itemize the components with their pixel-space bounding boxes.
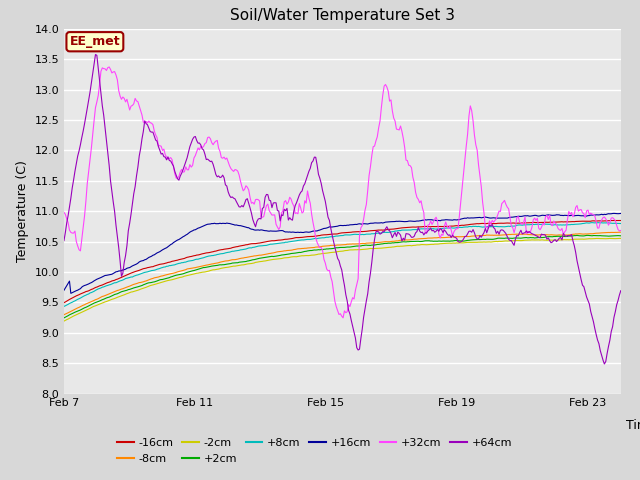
- +2cm: [451, 238, 459, 243]
- +32cm: [248, 200, 255, 206]
- Line: -16cm: -16cm: [64, 220, 621, 303]
- +2cm: [584, 232, 592, 238]
- +32cm: [470, 132, 478, 138]
- +64cm: [371, 237, 378, 242]
- +64cm: [452, 235, 460, 241]
- +32cm: [106, 64, 113, 70]
- +16cm: [452, 217, 460, 223]
- +16cm: [248, 226, 255, 232]
- -16cm: [451, 223, 459, 228]
- -16cm: [614, 217, 622, 223]
- -8cm: [369, 240, 377, 246]
- +2cm: [227, 261, 235, 266]
- +16cm: [371, 220, 378, 226]
- -2cm: [60, 318, 68, 324]
- +16cm: [60, 288, 68, 293]
- Text: Time: Time: [627, 419, 640, 432]
- -8cm: [617, 229, 625, 235]
- +8cm: [561, 222, 568, 228]
- -8cm: [60, 312, 68, 318]
- -16cm: [561, 219, 568, 225]
- -8cm: [561, 232, 568, 238]
- +8cm: [369, 231, 377, 237]
- +64cm: [228, 194, 236, 200]
- -2cm: [369, 246, 377, 252]
- -16cm: [246, 241, 254, 247]
- +32cm: [564, 217, 572, 223]
- +8cm: [588, 220, 596, 226]
- +2cm: [369, 242, 377, 248]
- Line: +16cm: +16cm: [64, 214, 621, 293]
- -2cm: [451, 240, 459, 246]
- -16cm: [369, 228, 377, 233]
- +8cm: [246, 245, 254, 251]
- +32cm: [454, 226, 462, 231]
- Line: +8cm: +8cm: [64, 223, 621, 306]
- +64cm: [600, 361, 608, 367]
- +32cm: [617, 228, 625, 233]
- -16cm: [617, 217, 625, 223]
- -2cm: [227, 264, 235, 270]
- +16cm: [228, 221, 236, 227]
- +32cm: [339, 315, 347, 321]
- Title: Soil/Water Temperature Set 3: Soil/Water Temperature Set 3: [230, 9, 455, 24]
- +8cm: [227, 249, 235, 254]
- +64cm: [562, 234, 570, 240]
- +32cm: [60, 210, 68, 216]
- +64cm: [92, 52, 99, 58]
- -16cm: [227, 245, 235, 251]
- Line: -2cm: -2cm: [64, 239, 621, 321]
- Text: EE_met: EE_met: [70, 35, 120, 48]
- +64cm: [617, 288, 625, 294]
- +16cm: [617, 211, 625, 216]
- +32cm: [228, 167, 236, 173]
- +2cm: [561, 234, 568, 240]
- +8cm: [451, 225, 459, 231]
- -2cm: [561, 237, 568, 242]
- +8cm: [60, 303, 68, 309]
- +16cm: [67, 290, 75, 296]
- +2cm: [246, 258, 254, 264]
- -2cm: [468, 240, 476, 245]
- -2cm: [246, 261, 254, 266]
- +64cm: [60, 238, 68, 243]
- +2cm: [60, 315, 68, 321]
- +16cm: [469, 215, 477, 221]
- -8cm: [227, 257, 235, 263]
- -8cm: [246, 254, 254, 260]
- -8cm: [468, 233, 476, 239]
- Legend: -16cm, -8cm, -2cm, +2cm, +8cm, +16cm, +32cm, +64cm: -16cm, -8cm, -2cm, +2cm, +8cm, +16cm, +3…: [113, 434, 516, 468]
- Line: +32cm: +32cm: [64, 67, 621, 318]
- +8cm: [468, 224, 476, 229]
- +32cm: [372, 138, 380, 144]
- -16cm: [468, 221, 476, 227]
- +16cm: [562, 213, 570, 218]
- +2cm: [617, 233, 625, 239]
- +64cm: [469, 227, 477, 232]
- -16cm: [60, 300, 68, 306]
- -8cm: [451, 234, 459, 240]
- Y-axis label: Temperature (C): Temperature (C): [16, 160, 29, 262]
- -2cm: [617, 236, 625, 241]
- Line: +64cm: +64cm: [64, 55, 621, 364]
- Line: +2cm: +2cm: [64, 235, 621, 318]
- +64cm: [248, 210, 255, 216]
- +16cm: [610, 211, 618, 216]
- +2cm: [468, 237, 476, 243]
- Line: -8cm: -8cm: [64, 232, 621, 315]
- +8cm: [617, 221, 625, 227]
